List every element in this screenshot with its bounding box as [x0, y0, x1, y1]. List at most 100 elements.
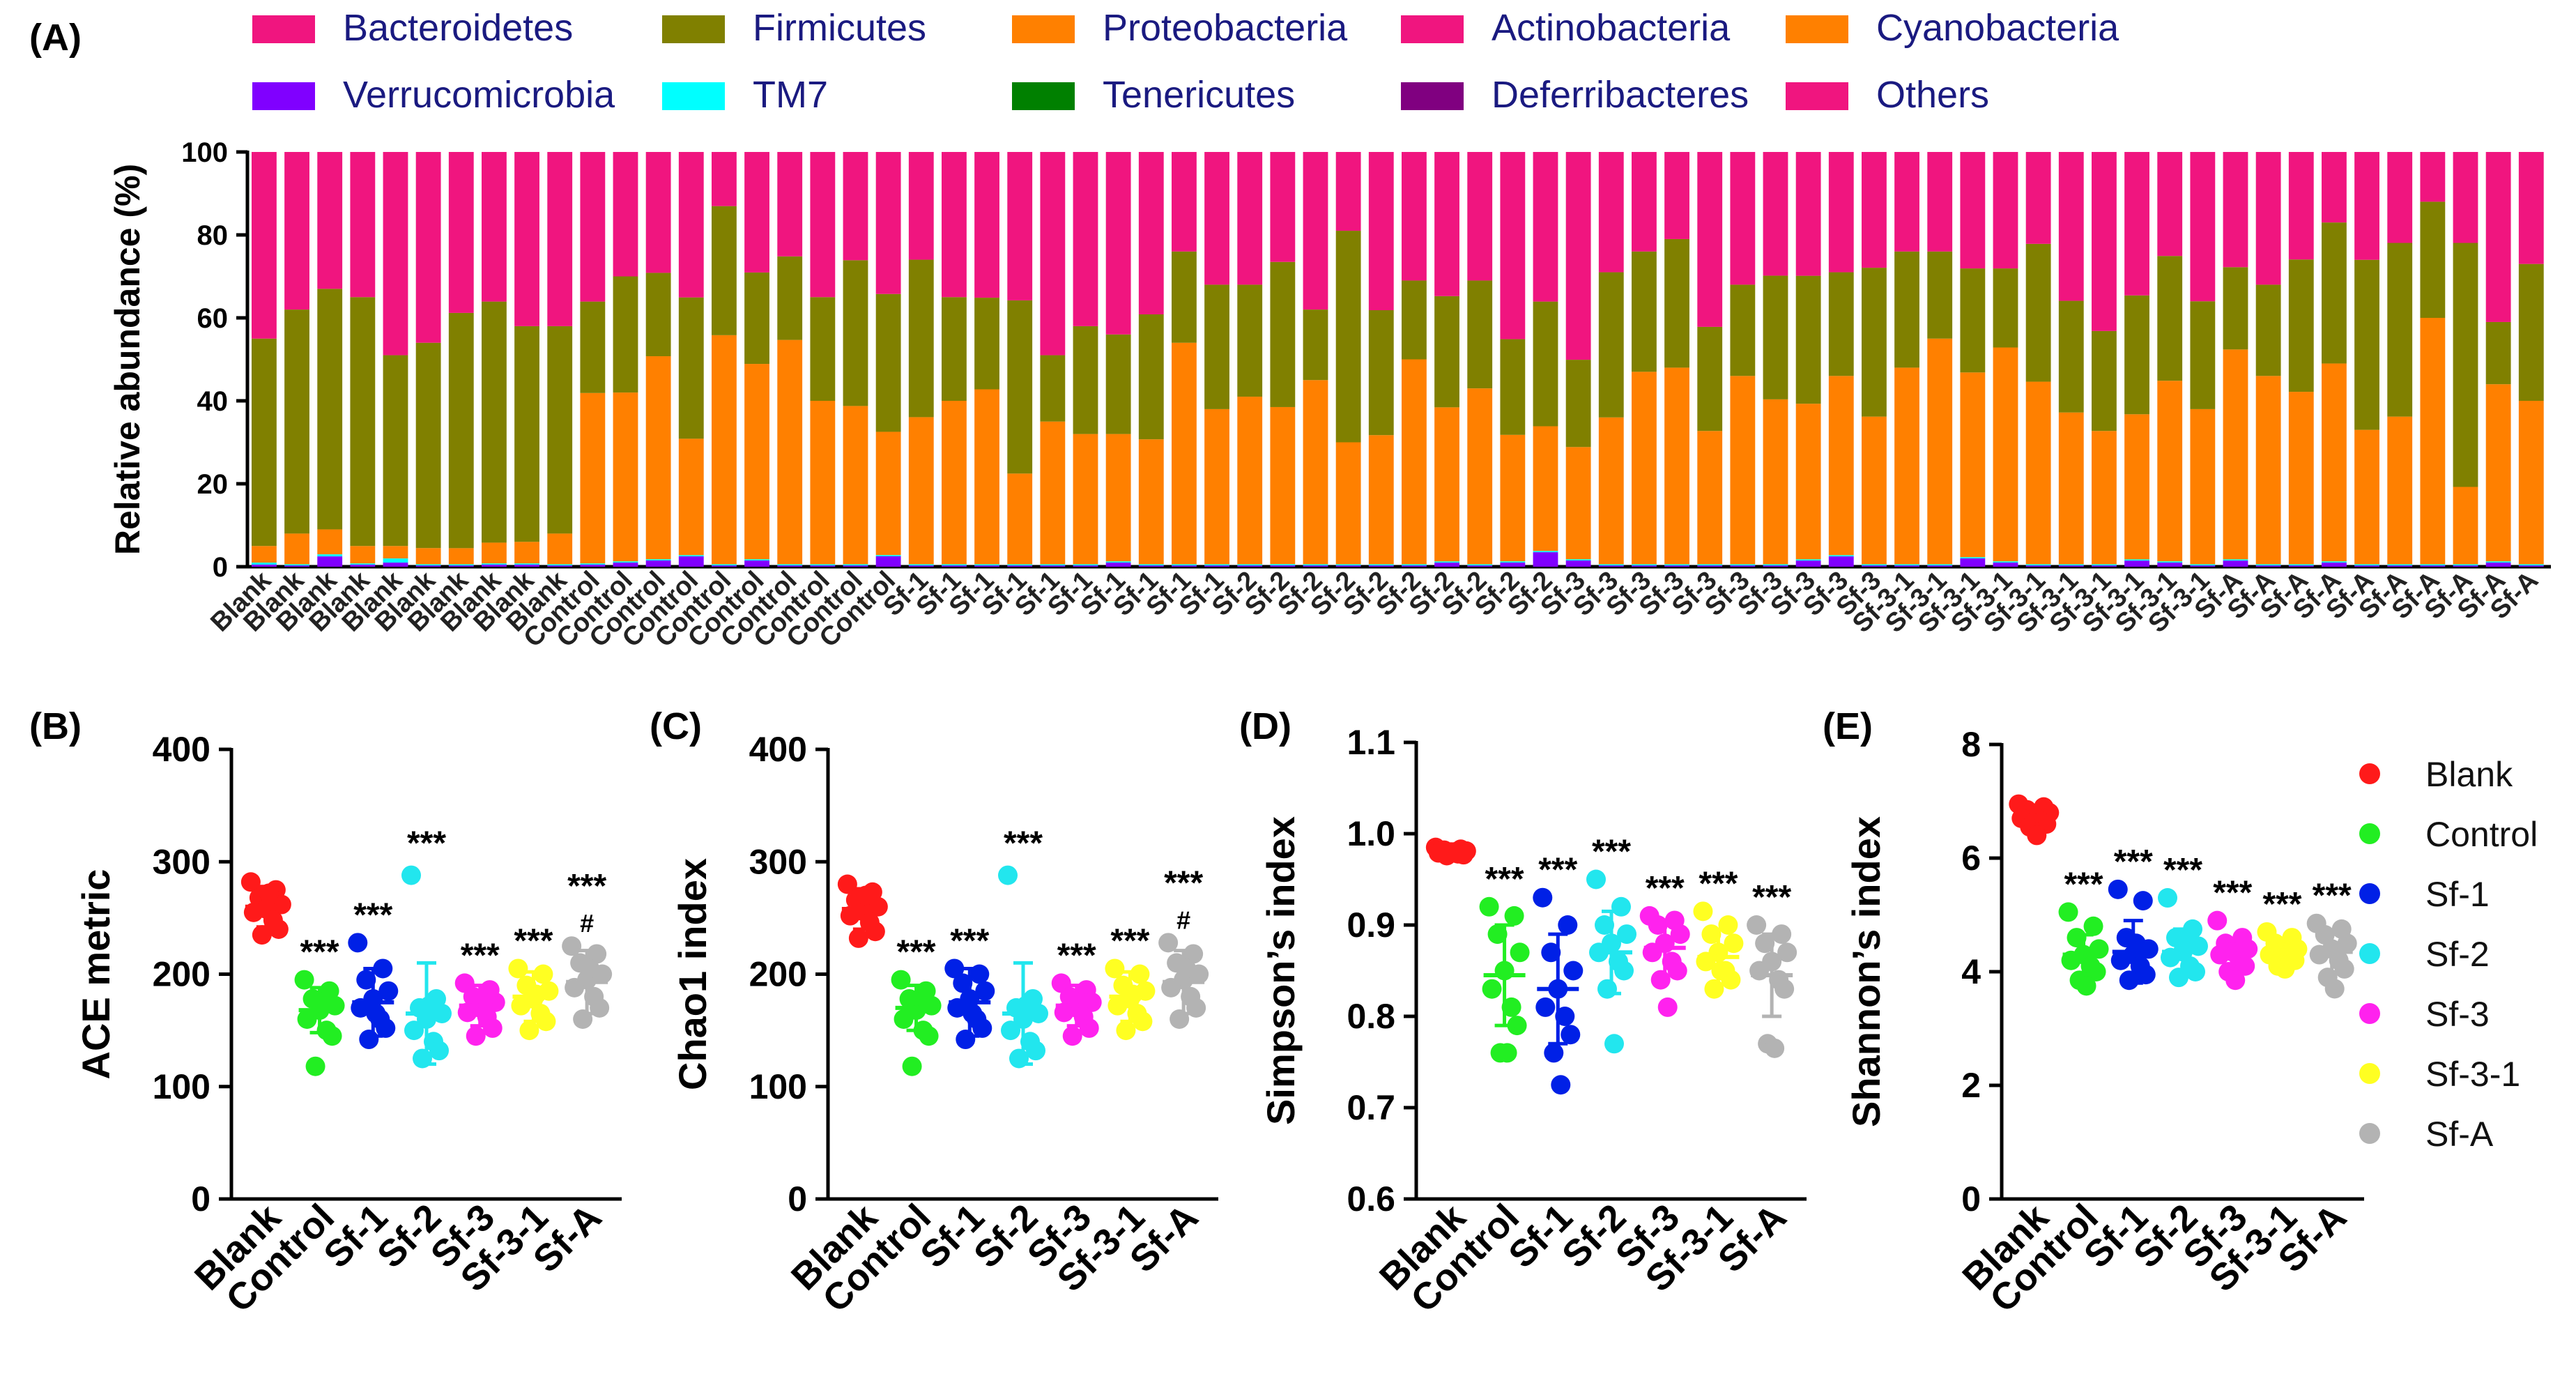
bar-segment-tm7 — [2453, 564, 2478, 566]
bar-segment-firmicutes — [547, 326, 573, 534]
data-point-sf-3-1 — [1693, 901, 1713, 922]
legend-label-verrucomicrobia: Verrucomicrobia — [343, 74, 615, 116]
y-tick-label: 1.0 — [1347, 814, 1395, 853]
bar-segment-bacteroidetes — [1335, 152, 1361, 231]
bar-segment-tm7 — [2058, 564, 2084, 566]
bar-segment-bacteroidetes — [1237, 152, 1263, 285]
bar-segment-proteobacteria — [252, 546, 277, 563]
bar-segment-firmicutes — [1598, 272, 1624, 418]
bar-segment-firmicutes — [2190, 301, 2216, 409]
significance-annotation: *** — [514, 922, 553, 959]
significance-annotation: *** — [1164, 864, 1203, 901]
bar-segment-bacteroidetes — [712, 152, 737, 206]
bar-segment-tm7 — [580, 563, 606, 565]
bar-segment-tm7 — [777, 564, 803, 566]
bar-segment-bacteroidetes — [1927, 152, 1953, 252]
data-point-sf-3-1 — [1724, 933, 1744, 954]
bar-segment-proteobacteria — [1927, 338, 1953, 565]
bar-segment-tm7 — [1632, 564, 1657, 566]
y-tick-label: 8 — [1961, 725, 1981, 764]
data-point-control — [2083, 916, 2103, 936]
bar-segment-verrucomicrobia — [712, 565, 737, 567]
data-point-blank — [837, 874, 857, 894]
bar-segment-bacteroidetes — [1368, 152, 1394, 311]
bar-segment-verrucomicrobia — [843, 565, 868, 567]
bar-segment-bacteroidetes — [942, 152, 967, 298]
bar-segment-proteobacteria — [974, 389, 999, 565]
data-point-sf-2 — [420, 995, 439, 1016]
bar-segment-verrucomicrobia — [613, 563, 638, 567]
bar-segment-firmicutes — [2387, 243, 2413, 417]
panel-label: (C) — [650, 705, 702, 747]
bar-segment-verrucomicrobia — [1073, 565, 1098, 567]
bar-segment-bacteroidetes — [1204, 152, 1229, 285]
bar-segment-bacteroidetes — [2354, 152, 2379, 260]
bar-segment-firmicutes — [1368, 310, 1394, 436]
bar-segment-verrucomicrobia — [1960, 558, 1986, 567]
bar-segment-verrucomicrobia — [678, 556, 704, 567]
bar-segment-bacteroidetes — [908, 152, 934, 260]
bar-segment-verrucomicrobia — [547, 565, 573, 567]
bar-segment-tm7 — [1073, 564, 1098, 566]
data-point-sf-a — [1749, 961, 1770, 981]
bar-segment-bacteroidetes — [2157, 152, 2183, 257]
legend-swatch-firmicutes — [662, 15, 725, 43]
bar-segment-bacteroidetes — [2485, 152, 2511, 322]
bar-segment-firmicutes — [284, 310, 309, 534]
legend-swatch-actinobacteria — [1401, 15, 1464, 43]
data-point-sf-1 — [1535, 997, 1556, 1017]
bar-segment-verrucomicrobia — [2092, 565, 2117, 567]
bar-segment-proteobacteria — [1237, 397, 1263, 565]
y-tick-label: 100 — [181, 137, 228, 168]
significance-annotation: *** — [1538, 852, 1577, 889]
significance-annotation: *** — [2213, 875, 2252, 912]
legend-label-actinobacteria: Actinobacteria — [1492, 7, 1731, 49]
data-point-sf-a — [1765, 1038, 1785, 1058]
bar-segment-proteobacteria — [1993, 347, 2018, 562]
data-point-control — [2076, 976, 2096, 996]
bar-segment-verrucomicrobia — [1270, 565, 1296, 567]
bar-segment-proteobacteria — [1434, 407, 1459, 562]
data-point-control — [297, 1009, 317, 1029]
bar-segment-tm7 — [613, 561, 638, 563]
group-legend: Blank Control Sf-1 Sf-2 Sf-3 Sf-3-1 Sf-A — [2359, 755, 2538, 1154]
bar-segment-proteobacteria — [810, 401, 836, 565]
bar-segment-verrucomicrobia — [777, 565, 803, 567]
bar-segment-firmicutes — [1402, 280, 1427, 360]
bar-segment-tm7 — [2387, 564, 2413, 566]
bar-segment-bacteroidetes — [1960, 152, 1986, 269]
legend-marker-sf-1 — [2359, 883, 2380, 904]
bar-segment-proteobacteria — [2453, 487, 2478, 565]
data-point-sf-3-1 — [1107, 995, 1128, 1016]
bar-segment-firmicutes — [1303, 310, 1328, 381]
bar-segment-firmicutes — [645, 273, 671, 357]
bar-segment-proteobacteria — [1007, 473, 1033, 565]
bar-segment-firmicutes — [383, 355, 408, 547]
data-point-control — [902, 1056, 922, 1076]
bar-segment-tm7 — [252, 563, 277, 565]
bar-segment-bacteroidetes — [1993, 152, 2018, 269]
bar-segment-proteobacteria — [1270, 406, 1296, 565]
bar-segment-bacteroidetes — [1828, 152, 1854, 273]
bar-segment-proteobacteria — [1368, 435, 1394, 565]
y-tick-label: 0.6 — [1347, 1179, 1395, 1218]
bar-segment-bacteroidetes — [2387, 152, 2413, 243]
bar-segment-firmicutes — [1697, 326, 1723, 431]
bar-segment-tm7 — [2322, 561, 2347, 563]
bar-segment-bacteroidetes — [810, 152, 836, 298]
bar-segment-bacteroidetes — [1598, 152, 1624, 273]
bar-segment-tm7 — [1828, 555, 1854, 557]
bar-segment-proteobacteria — [2485, 384, 2511, 562]
bar-segment-verrucomicrobia — [1993, 563, 2018, 567]
bar-segment-tm7 — [843, 564, 868, 566]
bar-segment-firmicutes — [317, 289, 343, 530]
data-point-sf-3 — [482, 1018, 503, 1038]
data-point-control — [1487, 924, 1508, 945]
bar-segment-tm7 — [2420, 564, 2446, 566]
bar-segment-firmicutes — [2485, 321, 2511, 385]
bar-segment-bacteroidetes — [1073, 152, 1098, 326]
legend-label-deferribacteres: Deferribacteres — [1492, 74, 1749, 116]
bar-segment-tm7 — [1402, 564, 1427, 566]
y-tick-label: 80 — [197, 220, 229, 251]
panel-label-a: (A) — [29, 17, 82, 59]
